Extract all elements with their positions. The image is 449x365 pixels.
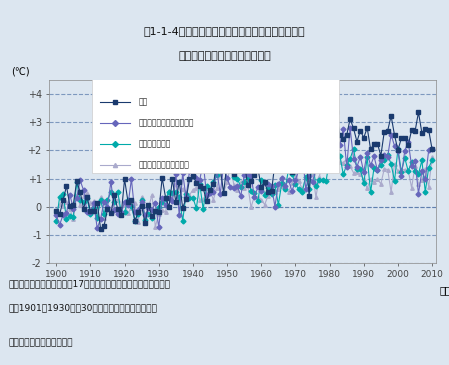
Text: 出典：気象庁ホームページ: 出典：気象庁ホームページ xyxy=(9,338,74,347)
Text: 日本周辺海域の海面水温: 日本周辺海域の海面水温 xyxy=(138,161,189,170)
FancyBboxPatch shape xyxy=(92,78,339,173)
Text: （年）: （年） xyxy=(440,285,449,295)
Text: 注：日本の平均気温は国内17地点の平均。いずれも年平均値で、: 注：日本の平均気温は国内17地点の平均。いずれも年平均値で、 xyxy=(9,279,171,288)
Text: 東京: 東京 xyxy=(138,98,147,107)
Text: 図1-1-4　日本の大都市の気温、日本の平均気温、: 図1-1-4 日本の大都市の気温、日本の平均気温、 xyxy=(144,26,305,35)
Text: 日本の平均気温: 日本の平均気温 xyxy=(138,140,171,149)
Text: 札幌・名古屋・大阪・福岡: 札幌・名古屋・大阪・福岡 xyxy=(138,119,194,128)
Text: 1901〜1930年の30年平均値からの差を示す。: 1901〜1930年の30年平均値からの差を示す。 xyxy=(9,304,158,313)
Text: 日本周辺海域の海面水温の推移: 日本周辺海域の海面水温の推移 xyxy=(178,51,271,61)
Text: (℃): (℃) xyxy=(11,67,29,77)
